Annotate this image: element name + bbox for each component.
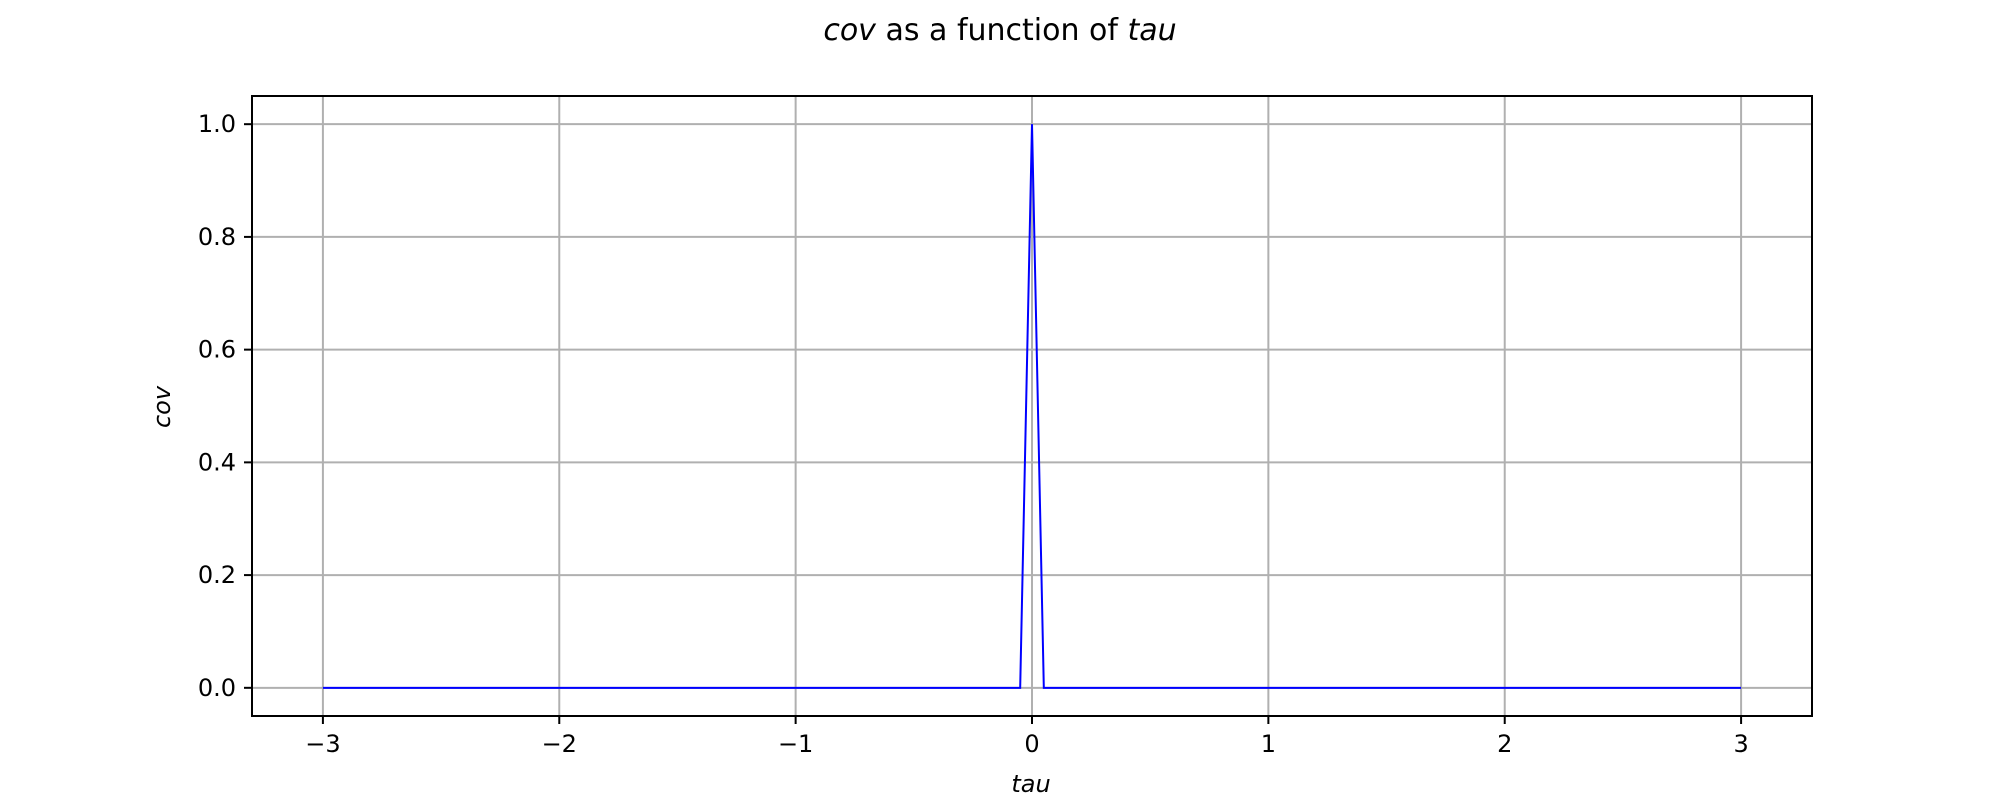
chart-title-var2: tau (1127, 13, 1176, 48)
x-tick-label: 2 (1497, 730, 1512, 758)
chart-title: cov as a function of tau (823, 13, 1176, 48)
y-axis-label: cov (148, 385, 176, 428)
x-tick-label: −1 (778, 730, 813, 758)
y-tick-label: 0.0 (198, 674, 236, 702)
y-tick-label: 0.4 (198, 448, 236, 476)
x-tick-label: −2 (542, 730, 577, 758)
chart-title-var: cov (823, 13, 877, 48)
chart-title-middle: as a function of (876, 13, 1128, 48)
x-axis-label: tau (1011, 770, 1050, 798)
x-tick-label: 0 (1024, 730, 1039, 758)
grid (252, 96, 1812, 716)
y-tick-label: 0.6 (198, 336, 236, 364)
x-tick-label: 1 (1261, 730, 1276, 758)
ticks: −3 −2 −1 0 1 2 3 0.0 0.2 0.4 0.6 0.8 1.0 (198, 110, 1749, 758)
y-tick-label: 1.0 (198, 110, 236, 138)
x-tick-label: −3 (305, 730, 340, 758)
y-tick-label: 0.2 (198, 561, 236, 589)
series-layer (322, 124, 1742, 689)
series-line (322, 124, 1742, 689)
x-tick-label: 3 (1733, 730, 1748, 758)
y-tick-label: 0.8 (198, 223, 236, 251)
